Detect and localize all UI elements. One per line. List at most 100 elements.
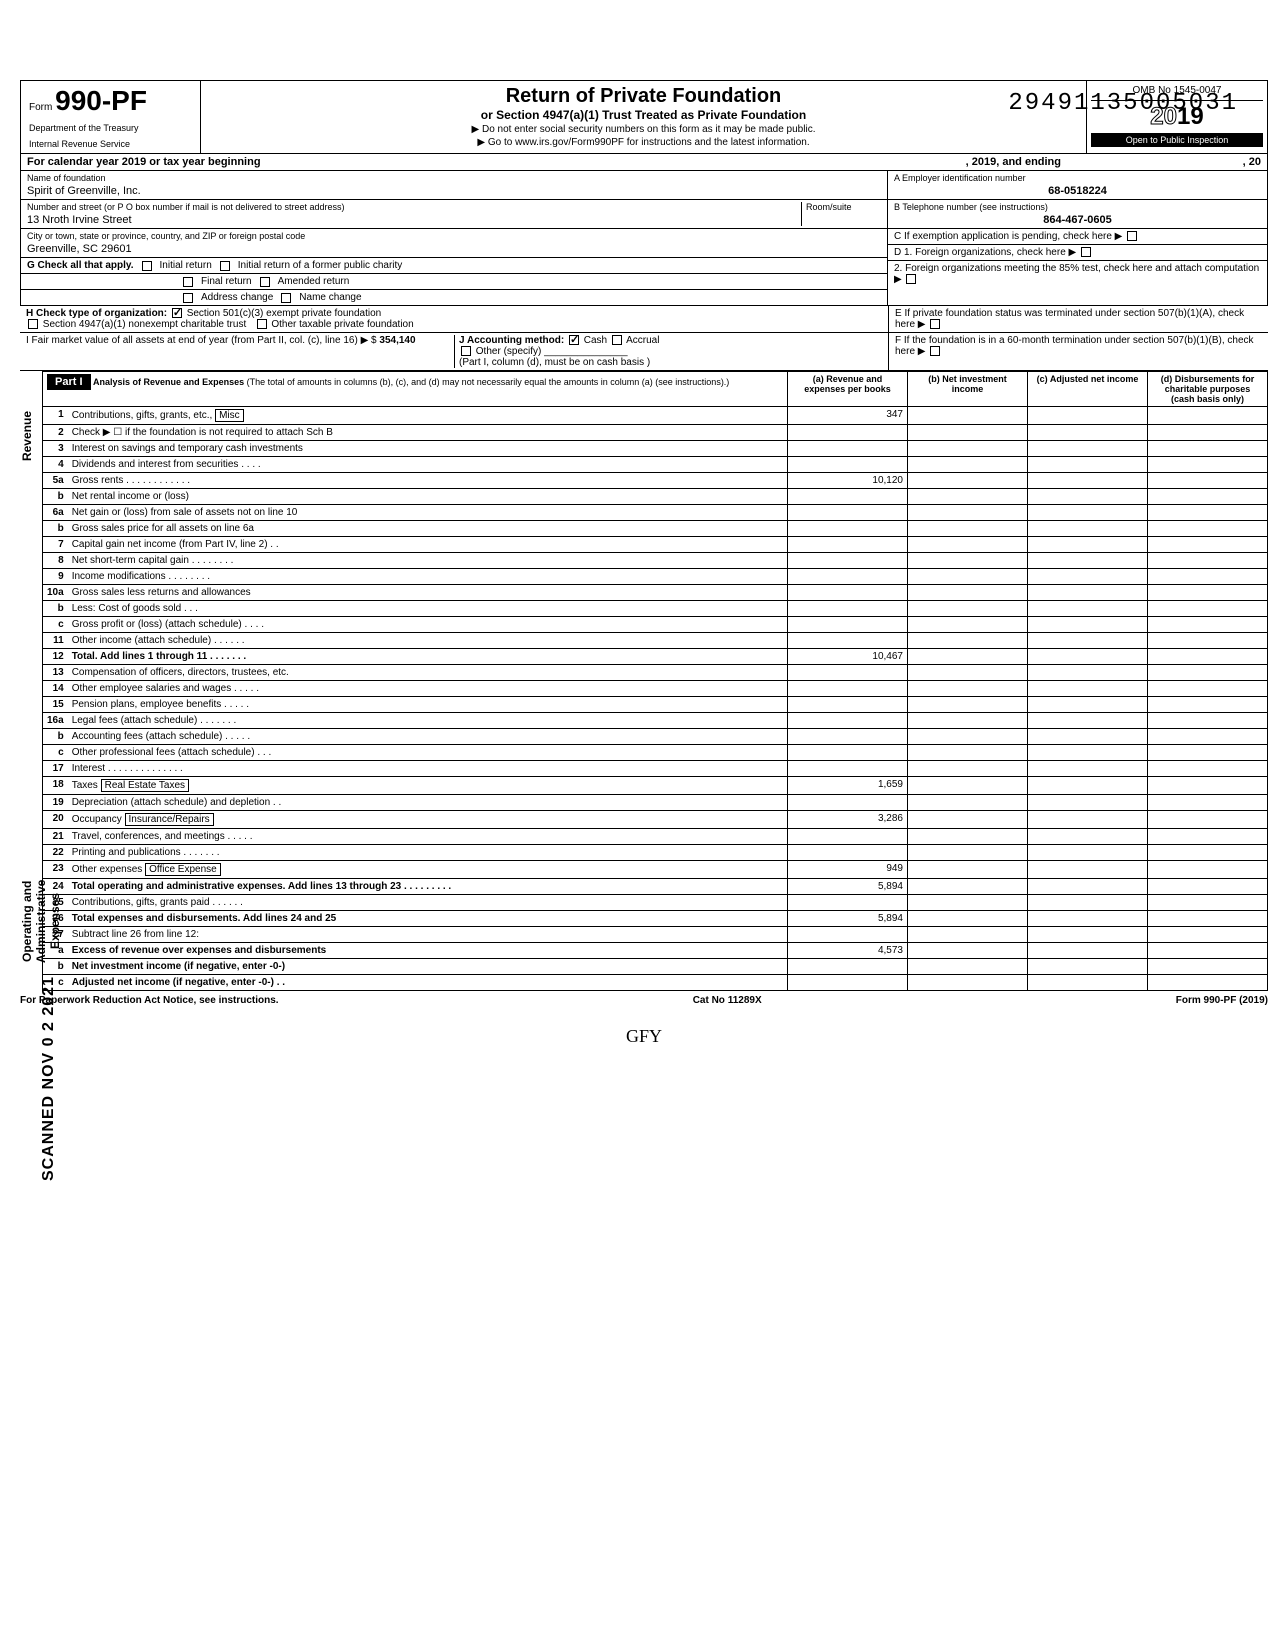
col-b-value xyxy=(908,927,1028,943)
col-a-value xyxy=(788,681,908,697)
row-label: Less: Cost of goods sold . . . xyxy=(68,601,788,617)
table-row: aExcess of revenue over expenses and dis… xyxy=(43,943,1268,959)
row-i-value: 354,140 xyxy=(379,335,415,346)
table-row: 16aLegal fees (attach schedule) . . . . … xyxy=(43,713,1268,729)
row-label: Total expenses and disbursements. Add li… xyxy=(68,911,788,927)
foundation-name: Spirit of Greenville, Inc. xyxy=(27,183,881,197)
col-b-value xyxy=(908,489,1028,505)
row-label: Taxes Real Estate Taxes xyxy=(68,777,788,795)
box-c: C If exemption application is pending, c… xyxy=(888,229,1267,245)
checkbox-final[interactable] xyxy=(183,277,193,287)
col-c-value xyxy=(1028,489,1148,505)
col-b-value xyxy=(908,617,1028,633)
row-number: b xyxy=(43,521,68,537)
city-label: City or town, state or province, country… xyxy=(27,231,881,241)
col-c-value xyxy=(1028,795,1148,811)
col-d-value xyxy=(1148,975,1268,991)
checkbox-501c3[interactable] xyxy=(172,308,182,318)
checkbox-amended[interactable] xyxy=(260,277,270,287)
col-c-value xyxy=(1028,537,1148,553)
col-a-value xyxy=(788,505,908,521)
form-prefix: Form xyxy=(29,102,52,113)
checkbox-initial-return[interactable] xyxy=(142,261,152,271)
row-number: 23 xyxy=(43,861,68,879)
opt-initial: Initial return xyxy=(160,260,212,271)
opt-other: Other taxable private foundation xyxy=(271,319,413,330)
ein-cell: A Employer identification number 68-0518… xyxy=(888,171,1267,200)
checkbox-c[interactable] xyxy=(1127,231,1137,241)
table-row: 10aGross sales less returns and allowanc… xyxy=(43,585,1268,601)
opt-accrual: Accrual xyxy=(626,335,659,346)
checkbox-d1[interactable] xyxy=(1081,247,1091,257)
checkbox-name-change[interactable] xyxy=(281,293,291,303)
col-d-value xyxy=(1148,761,1268,777)
row-label: Gross rents . . . . . . . . . . . . xyxy=(68,473,788,489)
col-a-value xyxy=(788,585,908,601)
col-a-value xyxy=(788,927,908,943)
col-d-value xyxy=(1148,553,1268,569)
row-number: 11 xyxy=(43,633,68,649)
row-label: Subtract line 26 from line 12: xyxy=(68,927,788,943)
col-a-value: 10,120 xyxy=(788,473,908,489)
checkbox-accrual[interactable] xyxy=(612,335,622,345)
col-d-value xyxy=(1148,569,1268,585)
row-number: 2 xyxy=(43,425,68,441)
table-row: 2Check ▶ ☐ if the foundation is not requ… xyxy=(43,425,1268,441)
col-a-value xyxy=(788,569,908,585)
part1-table: Part I Analysis of Revenue and Expenses … xyxy=(42,371,1268,991)
col-d-value xyxy=(1148,811,1268,829)
row-number: 4 xyxy=(43,457,68,473)
col-b-value xyxy=(908,553,1028,569)
row-number: b xyxy=(43,601,68,617)
col-a-value xyxy=(788,795,908,811)
footer: For Paperwork Reduction Act Notice, see … xyxy=(20,995,1268,1006)
row-number: b xyxy=(43,489,68,505)
col-b-value xyxy=(908,777,1028,795)
table-row: 15Pension plans, employee benefits . . .… xyxy=(43,697,1268,713)
col-d-value xyxy=(1148,795,1268,811)
checkbox-other-method[interactable] xyxy=(461,346,471,356)
checkbox-e[interactable] xyxy=(930,319,940,329)
col-c-value xyxy=(1028,407,1148,425)
col-b-value xyxy=(908,959,1028,975)
col-b-value xyxy=(908,473,1028,489)
checkbox-d2[interactable] xyxy=(906,274,916,284)
table-row: 22Printing and publications . . . . . . … xyxy=(43,845,1268,861)
col-c-value xyxy=(1028,943,1148,959)
col-a-value: 1,659 xyxy=(788,777,908,795)
part1-title: Analysis of Revenue and Expenses xyxy=(93,377,244,387)
col-d-value xyxy=(1148,895,1268,911)
row-g: G Check all that apply. Initial return I… xyxy=(21,258,887,274)
table-row: 20Occupancy Insurance/Repairs3,286 xyxy=(43,811,1268,829)
opt-501c3: Section 501(c)(3) exempt private foundat… xyxy=(187,308,382,319)
table-row: 3Interest on savings and temporary cash … xyxy=(43,441,1268,457)
col-a-value xyxy=(788,521,908,537)
calendar-year-row: For calendar year 2019 or tax year begin… xyxy=(20,154,1268,171)
checkbox-cash[interactable] xyxy=(569,335,579,345)
checkbox-addr-change[interactable] xyxy=(183,293,193,303)
checkbox-other-taxable[interactable] xyxy=(257,319,267,329)
col-b-value xyxy=(908,665,1028,681)
side-label-expenses: Operating and Administrative Expenses xyxy=(20,851,42,991)
row-number: 3 xyxy=(43,441,68,457)
col-b-value xyxy=(908,505,1028,521)
row-h-label: H Check type of organization: xyxy=(26,308,167,319)
checkbox-f[interactable] xyxy=(930,346,940,356)
col-b-value xyxy=(908,845,1028,861)
row-number: 22 xyxy=(43,845,68,861)
checkbox-4947[interactable] xyxy=(28,319,38,329)
row-number: 16a xyxy=(43,713,68,729)
addr-label: Number and street (or P O box number if … xyxy=(27,202,801,212)
col-d-value xyxy=(1148,911,1268,927)
box-d1: D 1. Foreign organizations, check here ▶ xyxy=(888,245,1267,261)
info-grid: Name of foundation Spirit of Greenville,… xyxy=(20,171,1268,306)
row-label: Net short-term capital gain . . . . . . … xyxy=(68,553,788,569)
col-b-value xyxy=(908,601,1028,617)
dept-treasury: Department of the Treasury xyxy=(29,123,192,133)
form-number: 990-PF xyxy=(55,85,147,116)
col-b-header: (b) Net investment income xyxy=(908,372,1028,407)
col-b-value xyxy=(908,811,1028,829)
col-c-value xyxy=(1028,911,1148,927)
checkbox-initial-former[interactable] xyxy=(220,261,230,271)
table-row: 5aGross rents . . . . . . . . . . . .10,… xyxy=(43,473,1268,489)
